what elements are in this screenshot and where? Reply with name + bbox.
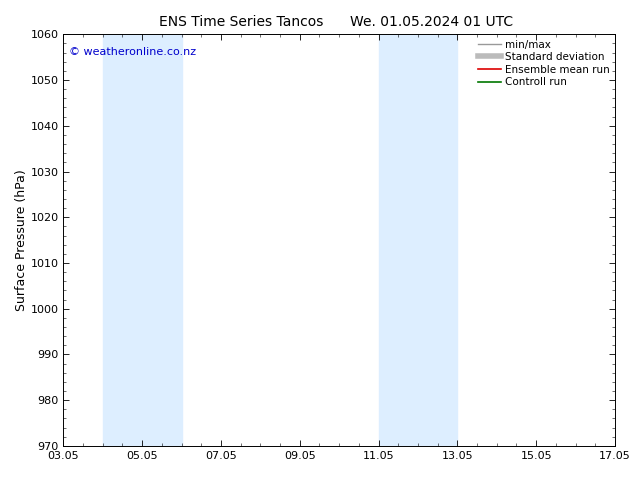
Bar bbox=[378, 34, 457, 446]
Y-axis label: Surface Pressure (hPa): Surface Pressure (hPa) bbox=[15, 169, 28, 311]
Text: We. 01.05.2024 01 UTC: We. 01.05.2024 01 UTC bbox=[349, 15, 513, 29]
Text: ENS Time Series Tancos: ENS Time Series Tancos bbox=[158, 15, 323, 29]
Text: © weatheronline.co.nz: © weatheronline.co.nz bbox=[69, 47, 196, 57]
Legend: min/max, Standard deviation, Ensemble mean run, Controll run: min/max, Standard deviation, Ensemble me… bbox=[476, 37, 612, 89]
Bar bbox=[103, 34, 181, 446]
